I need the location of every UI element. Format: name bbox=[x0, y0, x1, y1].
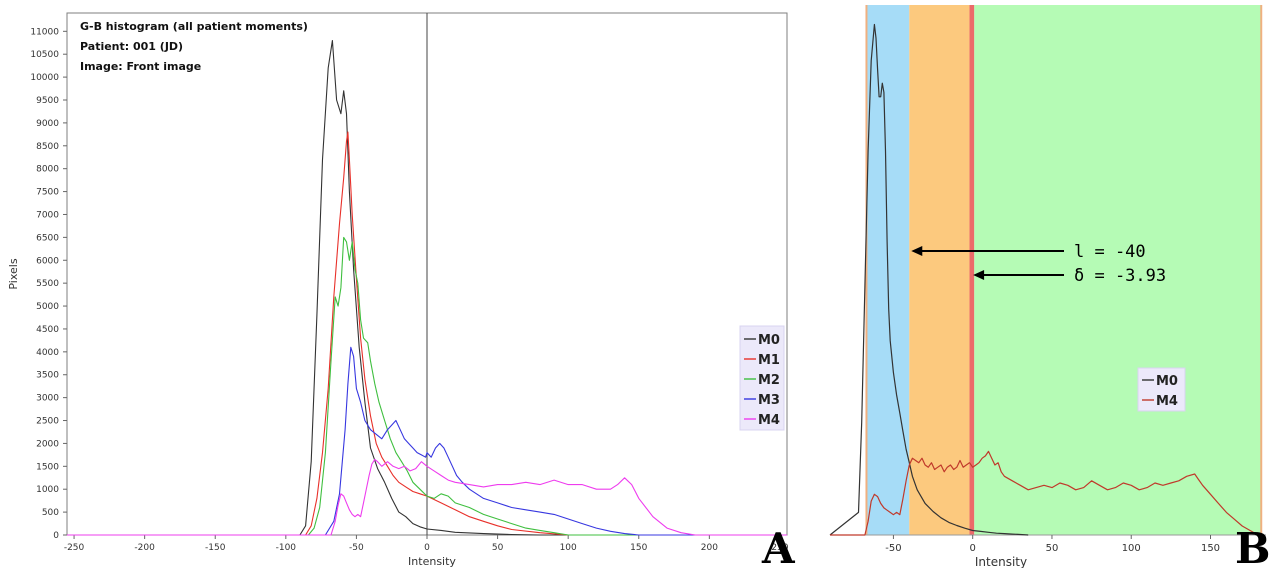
chart-a-y-tick-label: 9500 bbox=[36, 96, 59, 106]
chart-a-x-tick-label: -150 bbox=[205, 543, 226, 553]
chart-a-series-line-m0 bbox=[67, 39, 787, 536]
chart-b-x-tick-label: 50 bbox=[1046, 543, 1059, 554]
chart-a-y-tick-label: 8000 bbox=[36, 165, 59, 175]
chart-a-title: G-B histogram (all patient moments) bbox=[80, 20, 308, 33]
chart-a-y-tick-label: 9000 bbox=[36, 119, 59, 129]
chart-b-x-tick-label: 0 bbox=[970, 543, 976, 554]
chart-b-annotation-arrowhead-1 bbox=[973, 270, 985, 280]
chart-a-legend-label: M3 bbox=[758, 393, 780, 408]
chart-panel-b: -50 0 50 100 150 l = -40δ = -3.93 Intensity … bbox=[829, 5, 1271, 568]
chart-a-y-tick-label: 5000 bbox=[36, 302, 59, 312]
chart-a-y-tick-label: 0 bbox=[53, 531, 59, 541]
chart-a-y-tick-label: 8500 bbox=[36, 142, 59, 152]
chart-a-series-line-m4 bbox=[67, 458, 787, 536]
chart-b-series-line-m4 bbox=[830, 450, 1259, 536]
chart-a-y-tick-label: 5500 bbox=[36, 279, 59, 289]
chart-a-legend-label: M1 bbox=[758, 353, 780, 368]
chart-b-x-tick-label: 100 bbox=[1122, 543, 1141, 554]
chart-a-y-tick-label: 10000 bbox=[30, 73, 59, 83]
chart-b-legend-label: M4 bbox=[1156, 394, 1178, 409]
chart-a-series bbox=[67, 39, 787, 536]
chart-b-annotation-arrowhead-0 bbox=[911, 246, 923, 256]
chart-b-legend-label: M0 bbox=[1156, 374, 1178, 389]
chart-a-x-tick-label: 150 bbox=[630, 543, 647, 553]
chart-a-y-tick-label: 11000 bbox=[30, 27, 59, 37]
chart-a-y-tick-label: 6500 bbox=[36, 233, 59, 243]
chart-a-x-tick-label: 50 bbox=[492, 543, 504, 553]
chart-a-y-tick-label: 6000 bbox=[36, 256, 59, 266]
chart-b-x-axis-label: Intensity bbox=[975, 555, 1027, 568]
chart-a-legend-label: M4 bbox=[758, 413, 780, 428]
chart-a-x-tick-label: -250 bbox=[64, 543, 85, 553]
chart-a-y-tick-label: 1500 bbox=[36, 462, 59, 472]
chart-b-legend-box bbox=[1137, 367, 1186, 412]
chart-b-series-line-m0 bbox=[829, 23, 1029, 536]
chart-b-x-tick-label: 150 bbox=[1201, 543, 1220, 554]
chart-a-y-tick-label: 10500 bbox=[30, 50, 59, 60]
chart-b-annotations: l = -40 δ = -3.93 bbox=[911, 242, 1166, 286]
chart-a-subtitle-line-1: Patient: 001 (JD) bbox=[80, 40, 183, 53]
chart-b-region-3 bbox=[974, 5, 1262, 535]
chart-a-panel-letter: A bbox=[761, 524, 796, 568]
chart-b-x-ticks: -50 0 50 100 150 bbox=[885, 535, 1220, 554]
chart-a-x-tick-label: -200 bbox=[134, 543, 155, 553]
chart-b-x-tick-label: -50 bbox=[885, 543, 901, 554]
chart-a-y-tick-label: 3000 bbox=[36, 394, 59, 404]
chart-a-x-tick-label: 100 bbox=[560, 543, 577, 553]
chart-a-subtitle-line-2: Image: Front image bbox=[80, 60, 201, 73]
chart-a-y-tick-label: 3500 bbox=[36, 371, 59, 381]
chart-a-x-axis-label: Intensity bbox=[408, 555, 456, 568]
chart-a-legend: M0 M1 M2 M3 M4 bbox=[739, 325, 785, 431]
chart-a-y-tick-label: 1000 bbox=[36, 485, 59, 495]
chart-a-x-tick-label: -50 bbox=[349, 543, 364, 553]
chart-b-series bbox=[829, 23, 1259, 536]
chart-b-region-1 bbox=[909, 5, 970, 535]
chart-a-x-tick-label: 0 bbox=[424, 543, 430, 553]
chart-b-annotation-text-0: l = -40 bbox=[1074, 242, 1146, 262]
chart-b-threshold-regions bbox=[865, 5, 1263, 535]
chart-a-y-ticks: 0 500 1000 1500 2000 2500 3000 3500 4000 4500 5000… bbox=[30, 27, 67, 541]
chart-panel-a: 0500100015002000250030003500400045005000… bbox=[7, 12, 796, 568]
chart-a-x-tick-label: -100 bbox=[276, 543, 297, 553]
chart-a-x-ticks: -250 -200 -150 -100 -50 0 50 100 150 200 250 bbox=[64, 535, 789, 553]
chart-a-series-line-m3 bbox=[67, 346, 787, 536]
chart-a-y-tick-label: 7500 bbox=[36, 188, 59, 198]
chart-a-x-tick-label: 250 bbox=[771, 543, 788, 553]
chart-b-region-2 bbox=[969, 5, 975, 535]
chart-a-series-line-m1 bbox=[67, 131, 787, 536]
chart-a-y-axis-label: Pixels bbox=[7, 258, 20, 289]
chart-a-y-tick-label: 500 bbox=[42, 508, 59, 518]
chart-a-y-tick-label: 2000 bbox=[36, 439, 59, 449]
chart-a-x-tick-label: 200 bbox=[701, 543, 718, 553]
chart-a-y-tick-label: 4500 bbox=[36, 325, 59, 335]
chart-a-y-tick-label: 4000 bbox=[36, 348, 59, 358]
chart-b-annotation-text-1: δ = -3.93 bbox=[1074, 266, 1166, 286]
chart-a-y-tick-label: 2500 bbox=[36, 417, 59, 427]
chart-a-legend-box bbox=[739, 325, 785, 431]
chart-a-legend-label: M2 bbox=[758, 373, 780, 388]
chart-a-y-tick-label: 7000 bbox=[36, 210, 59, 220]
chart-a-legend-label: M0 bbox=[758, 333, 780, 348]
chart-b-panel-letter: B bbox=[1235, 524, 1271, 568]
